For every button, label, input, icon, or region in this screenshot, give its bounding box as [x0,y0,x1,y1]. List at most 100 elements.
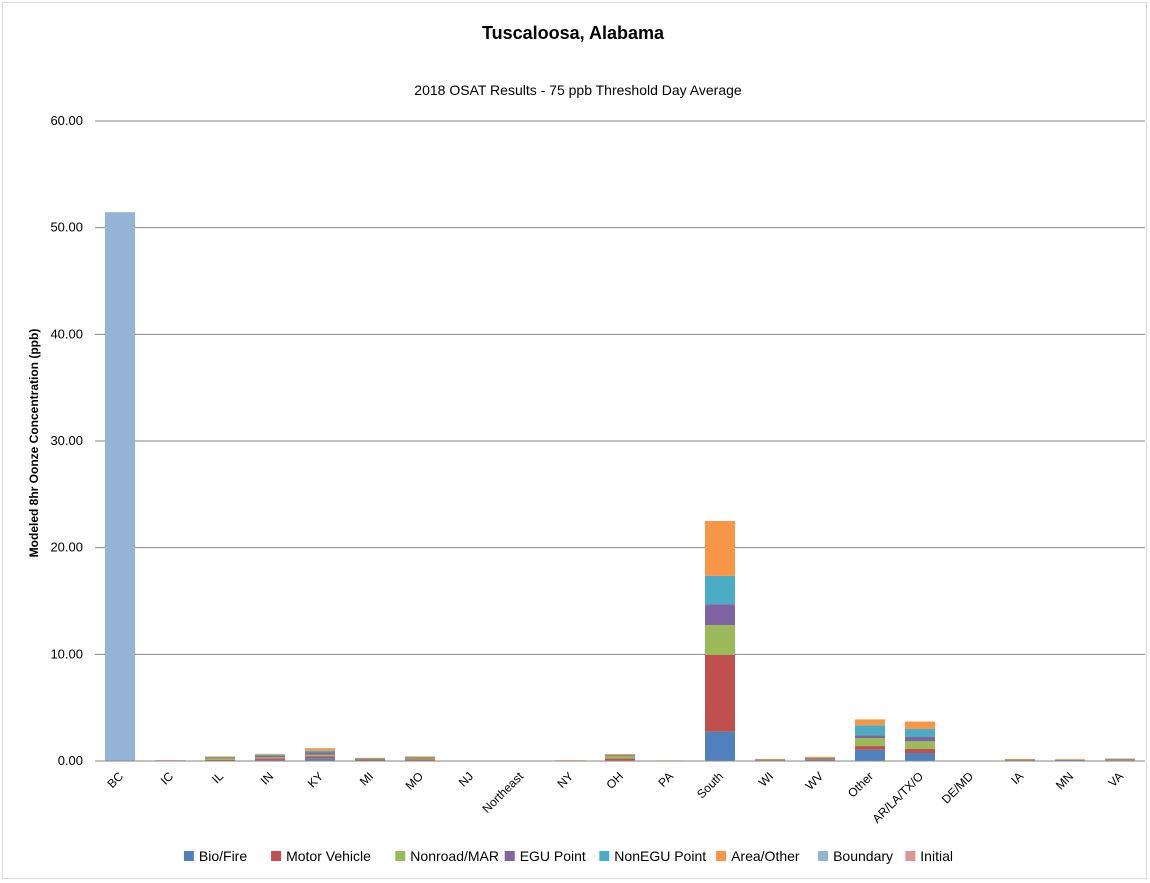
legend-swatch [818,851,829,861]
x-tick-label: IA [1008,769,1026,787]
axis-layer: 0.00 10.00 20.00 30.00 40.00 50.00 60.00 BC IC IL… [50,113,1145,826]
bar-segment [405,756,435,758]
bar-segment [905,741,935,749]
x-tick-label: PA [656,769,677,790]
bar-segment [605,758,635,761]
bar-segment [205,756,235,758]
legend-label: Initial [920,848,953,864]
x-tick-label: BC [104,769,126,791]
bar-segment [905,721,935,729]
x-tick-label: OH [603,769,626,792]
bar-segment [1055,759,1085,760]
bar-segment [205,759,235,761]
x-tick-label: Other [845,769,876,800]
bar-segment [805,759,835,761]
bar-segment [905,737,935,742]
bar-segment [305,756,335,759]
x-tick-label: NY [554,769,576,791]
bar-segment [805,757,835,759]
bar-segment [905,729,935,737]
x-tick-label: IN [258,769,276,787]
bar-segment [855,749,885,761]
chart-title: Tuscaloosa, Alabama [482,23,665,43]
y-tick-label: 50.00 [50,220,83,235]
legend-swatch [271,851,282,861]
bar-segment [705,625,735,655]
bar-segment [705,731,735,761]
bar-segment [305,752,335,755]
bar-segment [355,757,385,759]
bar-segment [905,753,935,761]
x-tick-label: South [694,769,726,801]
legend-label: Area/Other [731,848,800,864]
y-tick-label: 20.00 [50,540,83,555]
chart-svg: Tuscaloosa, Alabama 2018 OSAT Results - … [27,23,1145,864]
chart-subtitle: 2018 OSAT Results - 75 ppb Threshold Day… [414,82,742,98]
bars-layer [105,212,1135,762]
bar-segment [255,758,285,760]
bar-segment [255,754,285,756]
bar-segment [705,575,735,605]
bar-segment [605,754,635,756]
legend-label: Boundary [833,848,893,864]
x-tick-label: AR/LA/TX/O [870,769,927,826]
bar-segment [705,654,735,732]
y-tick-label: 0.00 [58,753,83,768]
bar-segment [1005,758,1035,760]
bar-segment [1105,758,1135,760]
x-tick-label: Northeast [479,769,526,816]
bar-segment [205,756,235,758]
bar-segment [405,756,435,758]
bar-segment [855,719,885,726]
x-tick-label: MN [1053,769,1076,792]
bar-segment [405,757,435,760]
x-tick-label: MO [403,769,427,793]
bar-segment [855,725,885,736]
bar-segment [605,755,635,756]
x-tick-label: NJ [456,769,476,789]
bar-segment [305,754,335,757]
bar-segment [755,758,785,760]
bar-segment [355,758,385,760]
x-tick-label: IL [209,769,226,786]
bar-segment [255,755,285,758]
bar-segment [855,735,885,739]
legend-swatch [905,851,916,861]
bar-segment [905,748,935,753]
bar-segment [705,604,735,625]
y-tick-label: 40.00 [50,326,83,341]
bar-segment [405,759,435,761]
bar-segment [705,521,735,576]
bar-segment [605,755,635,759]
bar-segment [405,757,435,759]
x-tick-label: WV [803,769,827,793]
legend-swatch [183,851,194,861]
legend-label: NonEGU Point [614,848,706,864]
bar-segment [255,753,285,755]
y-tick-label: 60.00 [50,113,83,128]
grid-layer [95,120,1145,655]
bar-segment [305,748,335,751]
legend-label: Bio/Fire [199,848,247,864]
bar-segment [1105,758,1135,760]
bar-segment [605,754,635,755]
y-tick-label: 10.00 [50,646,83,661]
bar-segment [305,758,335,761]
y-tick-label: 30.00 [50,433,83,448]
x-tick-label: MI [357,769,376,788]
legend-swatch [716,851,727,861]
bar-segment [305,750,335,753]
bar-segment [255,759,285,761]
x-tick-label: WI [756,769,776,789]
bar-segment [355,758,385,760]
legend: Bio/Fire Motor Vehicle Nonroad/MAR EGU Poin… [183,848,953,864]
bar-segment [855,738,885,747]
x-tick-label: VA [1106,769,1127,790]
legend-label: Motor Vehicle [286,848,371,864]
legend-label: EGU Point [520,848,586,864]
legend-swatch [599,851,610,861]
bar-segment [805,758,835,760]
bar-segment [805,756,835,758]
legend-swatch [395,851,406,861]
